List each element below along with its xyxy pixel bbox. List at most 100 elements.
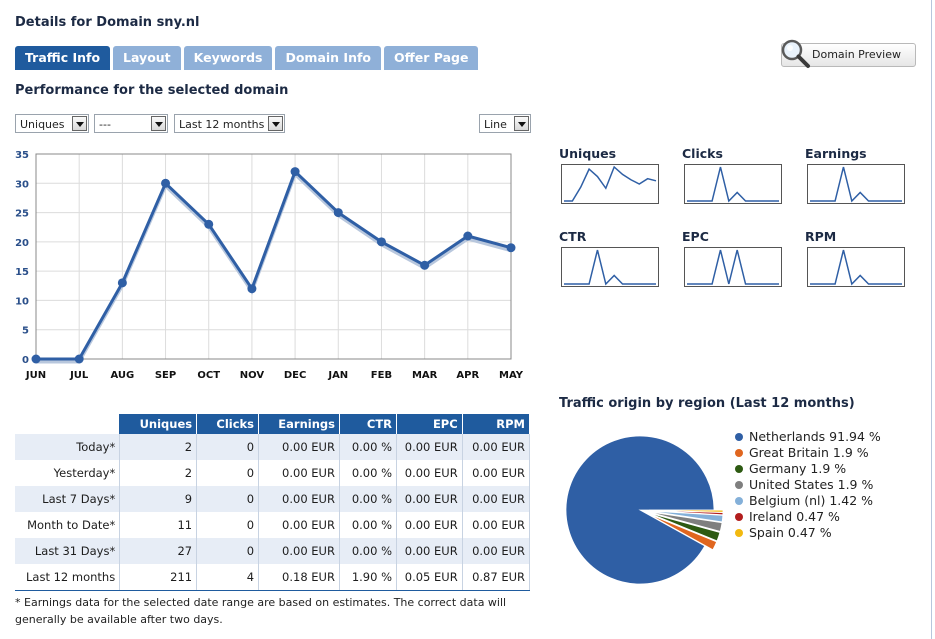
column-header: Earnings bbox=[258, 414, 340, 434]
table-cell: 0 bbox=[196, 486, 260, 512]
secondary-metric-select[interactable]: --- bbox=[94, 114, 168, 133]
legend-item: Great Britain 1.9 % bbox=[735, 445, 881, 461]
table-cell: 0.00 EUR bbox=[396, 486, 463, 512]
table-cell: 0.00 % bbox=[339, 460, 398, 486]
x-tick-label: JAN bbox=[327, 370, 348, 381]
domain-preview-button[interactable]: Domain Preview bbox=[781, 39, 916, 68]
legend-item: Germany 1.9 % bbox=[735, 461, 881, 477]
legend-item: United States 1.9 % bbox=[735, 477, 881, 493]
sparkline-title: Clicks bbox=[682, 146, 723, 161]
sparkline-line bbox=[564, 165, 657, 202]
column-header: Uniques bbox=[119, 414, 198, 434]
pie-slice[interactable] bbox=[648, 512, 721, 542]
table-cell: 0 bbox=[196, 460, 260, 486]
frame-border bbox=[931, 0, 932, 639]
chevron-down-icon bbox=[72, 116, 87, 131]
legend-dot-icon bbox=[735, 529, 743, 537]
sparkline-title: Uniques bbox=[559, 146, 617, 161]
data-point[interactable] bbox=[161, 178, 171, 188]
y-tick-label: 30 bbox=[15, 179, 29, 190]
table-cell: 9 bbox=[119, 486, 198, 512]
table-cell: 0.00 EUR bbox=[462, 460, 531, 486]
secondary-select-value: --- bbox=[99, 118, 111, 131]
legend-item: Netherlands 91.94 % bbox=[735, 429, 881, 445]
x-tick-label: NOV bbox=[240, 370, 265, 381]
data-point[interactable] bbox=[376, 237, 386, 247]
earnings-footnote: * Earnings data for the selected date ra… bbox=[15, 596, 507, 626]
sparkline-chart bbox=[807, 247, 905, 287]
sparkline-line bbox=[687, 166, 779, 203]
x-tick-label: AUG bbox=[110, 370, 134, 381]
legend-label: Germany 1.9 % bbox=[749, 461, 847, 476]
legend-dot-icon bbox=[735, 465, 743, 473]
sparkline-chart bbox=[561, 247, 659, 287]
data-point[interactable] bbox=[204, 219, 214, 229]
data-point[interactable] bbox=[117, 278, 127, 288]
table-cell: 0.00 EUR bbox=[396, 538, 463, 564]
legend-label: United States 1.9 % bbox=[749, 477, 874, 492]
date-range-value: Last 12 months bbox=[179, 118, 265, 131]
chart-type-value: Line bbox=[484, 118, 507, 131]
data-point[interactable] bbox=[247, 284, 257, 294]
pie-slice[interactable] bbox=[648, 509, 724, 513]
table-cell: 0.00 % bbox=[339, 512, 398, 538]
tab-offer-page[interactable]: Offer Page bbox=[384, 46, 479, 70]
pie-slice[interactable] bbox=[648, 510, 724, 523]
pie-slice[interactable] bbox=[648, 511, 723, 532]
sparkline-title: Earnings bbox=[805, 146, 867, 161]
legend-label: Netherlands 91.94 % bbox=[749, 429, 881, 444]
tab-keywords[interactable]: Keywords bbox=[183, 46, 273, 70]
region-legend: Netherlands 91.94 % Great Britain 1.9 % Ge… bbox=[735, 429, 881, 541]
legend-item: Ireland 0.47 % bbox=[735, 509, 881, 525]
x-tick-label: FEB bbox=[371, 370, 392, 381]
chevron-down-icon bbox=[151, 116, 166, 131]
y-tick-label: 35 bbox=[15, 150, 29, 161]
sparkline-line bbox=[810, 166, 902, 203]
x-tick-label: OCT bbox=[197, 370, 220, 381]
tab-bar: Traffic Info Layout Keywords Domain Info… bbox=[15, 46, 479, 70]
tab-layout[interactable]: Layout bbox=[113, 46, 181, 70]
column-header: RPM bbox=[462, 414, 531, 434]
column-header: Clicks bbox=[196, 414, 260, 434]
page-title: Details for Domain sny.nl bbox=[15, 15, 200, 30]
metric-select[interactable]: Uniques bbox=[15, 114, 89, 133]
tab-traffic-info[interactable]: Traffic Info bbox=[15, 46, 111, 70]
legend-label: Ireland 0.47 % bbox=[749, 509, 840, 524]
y-tick-label: 15 bbox=[15, 267, 29, 278]
pie-slice[interactable] bbox=[565, 435, 715, 585]
date-range-select[interactable]: Last 12 months bbox=[174, 114, 285, 133]
x-tick-label: APR bbox=[456, 370, 479, 381]
tab-domain-info[interactable]: Domain Info bbox=[275, 46, 381, 70]
row-label: Last 7 Days* bbox=[15, 486, 121, 512]
sparkline-chart bbox=[684, 247, 782, 287]
table-cell: 27 bbox=[119, 538, 198, 564]
data-point[interactable] bbox=[506, 243, 516, 253]
domain-preview-label: Domain Preview bbox=[812, 48, 901, 61]
data-point[interactable] bbox=[31, 354, 41, 364]
table-cell: 0.00 EUR bbox=[258, 434, 340, 460]
row-label-header bbox=[15, 414, 121, 434]
row-label: Last 31 Days* bbox=[15, 538, 121, 564]
magnifier-icon bbox=[781, 39, 810, 68]
performance-title: Performance for the selected domain bbox=[15, 83, 289, 98]
chart-type-select[interactable]: Line bbox=[479, 114, 531, 133]
table-row: Last 12 months 211 4 0.18 EUR 1.90 % 0.05 EUR… bbox=[15, 564, 531, 591]
row-label: Today* bbox=[15, 434, 121, 460]
data-point[interactable] bbox=[74, 354, 84, 364]
x-tick-label: MAR bbox=[412, 370, 438, 381]
data-point[interactable] bbox=[463, 231, 473, 241]
table-cell: 0.00 % bbox=[339, 538, 398, 564]
chevron-down-icon bbox=[268, 116, 283, 131]
uniques-line-chart: JUN JUL AUG SEP OCT NOV DEC JAN FEB MAR APR MAY 0 5 10… bbox=[15, 150, 524, 381]
data-point[interactable] bbox=[333, 208, 343, 218]
sparkline-chart bbox=[807, 164, 905, 204]
table-cell: 0.00 EUR bbox=[258, 460, 340, 486]
sparkline-title: CTR bbox=[559, 229, 587, 244]
data-point[interactable] bbox=[420, 260, 430, 270]
table-cell: 0.00 EUR bbox=[258, 538, 340, 564]
sparkline-frame bbox=[561, 164, 659, 204]
data-point[interactable] bbox=[290, 167, 300, 177]
pie-slice[interactable] bbox=[647, 513, 718, 551]
table-row: Month to Date* 11 0 0.00 EUR 0.00 % 0.00 EUR 0… bbox=[15, 512, 531, 538]
row-label: Month to Date* bbox=[15, 512, 121, 538]
